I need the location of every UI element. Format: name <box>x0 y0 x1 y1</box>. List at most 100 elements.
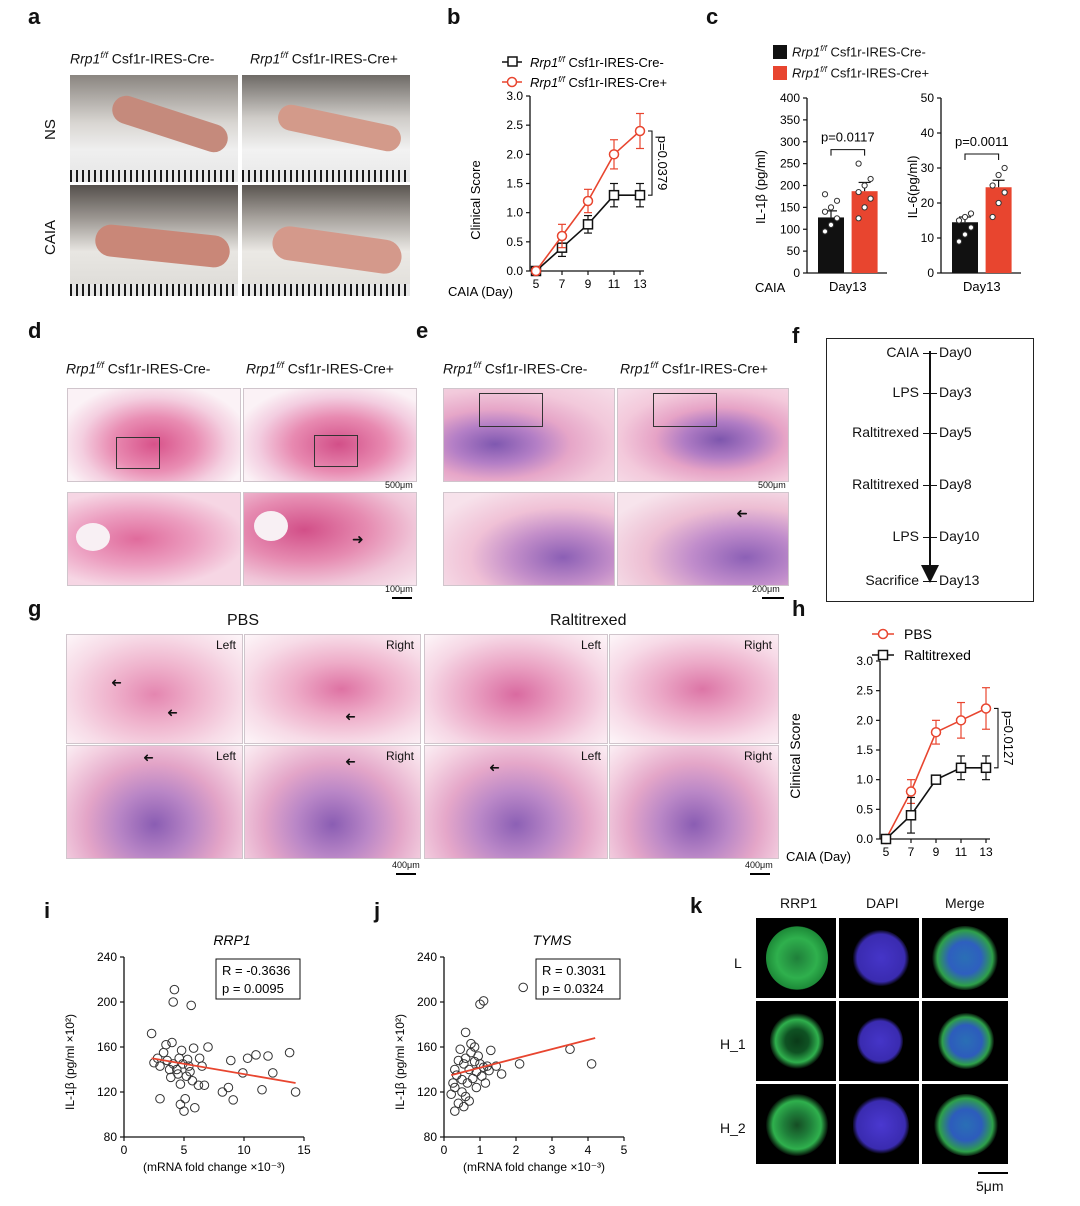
x-tick-label: 13 <box>633 277 647 291</box>
ylabel-h: Clinical Score <box>787 713 803 799</box>
he-g-ralt-2-left: Left ➜ <box>424 745 608 859</box>
timeline-event-2: LPS <box>892 384 919 400</box>
k-col-rrp1: RRP1 <box>780 895 818 911</box>
data-point <box>833 215 841 222</box>
legend-h-ralt: Raltitrexed <box>904 647 971 663</box>
x-tick-label: 11 <box>955 845 968 859</box>
he-d-pos-zoom: ➜ <box>243 492 417 586</box>
he-d-neg-overview <box>67 388 241 482</box>
data-point <box>491 1061 501 1071</box>
data-point <box>608 189 620 201</box>
plot-b: 0.0 0.5 1.0 1.5 2.0 2.5 3.0 5 7 9 11 13 p=0.0379 <box>506 89 670 291</box>
category-label: Day13 <box>963 279 1001 294</box>
data-point <box>446 1089 457 1100</box>
chart-c1: 0 50 100 150 200 250 300 350 400 p=0.0117 Day13 IL… <box>753 91 887 295</box>
data-point <box>880 833 892 845</box>
data-point <box>257 1084 267 1095</box>
legend-marker-b-pos <box>506 76 518 88</box>
legend-b: Rrp1f/f Csf1r-IRES-Cre- Rrp1f/f Csf1r-IR… <box>502 55 667 90</box>
data-point <box>582 195 594 207</box>
data-point <box>284 1047 295 1058</box>
scale-d-bottom: 100μm <box>385 584 413 594</box>
data-point <box>223 1082 234 1093</box>
timeline-event-1: CAIA <box>886 344 919 360</box>
data-point <box>995 171 1002 179</box>
y-tick-label: 2.5 <box>506 118 523 132</box>
panel-label-h: h <box>792 596 806 621</box>
data-point <box>161 1039 171 1050</box>
x-tick-label: 3 <box>549 1143 556 1157</box>
p-value: p = 0.0095 <box>222 981 284 996</box>
data-point <box>530 265 542 277</box>
p-value: p=0.0127 <box>1001 711 1015 766</box>
y-tick-label: 200 <box>417 995 437 1009</box>
data-point <box>967 224 975 231</box>
panel-d-genotype-neg: Rrp1f/f Csf1r-IRES-Cre- <box>66 360 211 377</box>
panel-d-genotype-pos: Rrp1f/f Csf1r-IRES-Cre+ <box>246 360 394 377</box>
arrow-icon: ➜ <box>489 760 500 775</box>
legend-b-neg: Rrp1f/f Csf1r-IRES-Cre- <box>530 55 664 70</box>
he-e-pos-overview <box>617 388 789 482</box>
scalebar-g-pbs <box>396 873 416 875</box>
chart-title: TYMS <box>533 932 573 948</box>
data-point <box>1001 189 1008 196</box>
data-point <box>821 191 829 198</box>
data-point <box>967 210 975 217</box>
y-tick-label: 0 <box>793 266 800 280</box>
k-col-merge: Merge <box>945 895 985 911</box>
data-point <box>175 1079 186 1089</box>
data-point <box>518 982 528 993</box>
data-point <box>867 195 874 202</box>
y-tick-label: 150 <box>780 200 800 214</box>
panel-a-row-caia: CAIA <box>42 219 59 255</box>
photo-ns-cre-pos <box>242 75 410 182</box>
arrow-icon: ➜ <box>143 750 154 765</box>
ylabel-i: IL-1β (pg/ml ×10²) <box>63 1014 77 1110</box>
y-tick-label: 80 <box>424 1130 438 1144</box>
y-tick-label: 20 <box>921 196 935 210</box>
data-point <box>187 1075 198 1086</box>
r-value: R = -0.3636 <box>222 963 290 978</box>
y-tick-label: 3.0 <box>856 654 873 668</box>
scale-g-ralt: 400μm <box>745 860 773 870</box>
data-point <box>455 1044 465 1055</box>
y-tick-label: 240 <box>97 950 117 964</box>
x-tick-label: 10 <box>237 1143 251 1157</box>
data-point <box>459 1101 469 1112</box>
data-point <box>955 217 963 224</box>
bar <box>952 222 978 273</box>
x-tick-label: 0 <box>121 1143 128 1157</box>
y-tick-label: 2.5 <box>856 684 873 698</box>
arrow-icon: ➜ <box>352 531 364 547</box>
photo-ns-cre-neg <box>70 75 238 182</box>
data-point <box>450 1106 460 1116</box>
panel-a-genotype-pos: Rrp1f/f Csf1r-IRES-Cre+ <box>250 50 398 67</box>
panel-e-genotype-neg: Rrp1f/f Csf1r-IRES-Cre- <box>443 360 588 377</box>
y-tick-label: 1.5 <box>856 743 873 757</box>
panel-g-raltitrexed: Raltitrexed <box>550 612 627 629</box>
data-point <box>459 1059 469 1069</box>
data-point <box>167 1037 177 1048</box>
chart-title: RRP1 <box>213 932 250 948</box>
data-point <box>486 1045 496 1056</box>
x-tick-label: 5 <box>533 277 540 291</box>
panel-label-k: k <box>690 893 703 918</box>
data-point <box>168 1059 178 1069</box>
arrow-icon: ➜ <box>736 505 748 521</box>
data-point <box>155 1093 165 1104</box>
panel-g-pbs: PBS <box>227 612 260 629</box>
legend-h-pbs: PBS <box>904 626 932 642</box>
timeline-tick <box>923 581 937 582</box>
fl-l-dapi <box>839 918 919 998</box>
fl-h2-rrp1 <box>756 1084 836 1164</box>
data-point <box>471 1082 482 1093</box>
data-point <box>955 715 967 726</box>
y-tick-label: 2.0 <box>506 147 523 161</box>
data-point <box>556 230 568 242</box>
scale-e-top: 500μm <box>758 480 786 490</box>
legend-h: PBS Raltitrexed <box>872 626 971 663</box>
scale-k: 5μm <box>976 1178 1004 1194</box>
y-tick-label: 300 <box>780 135 800 149</box>
y-tick-label: 1.0 <box>506 206 523 220</box>
arrow-icon: ➜ <box>345 709 356 724</box>
